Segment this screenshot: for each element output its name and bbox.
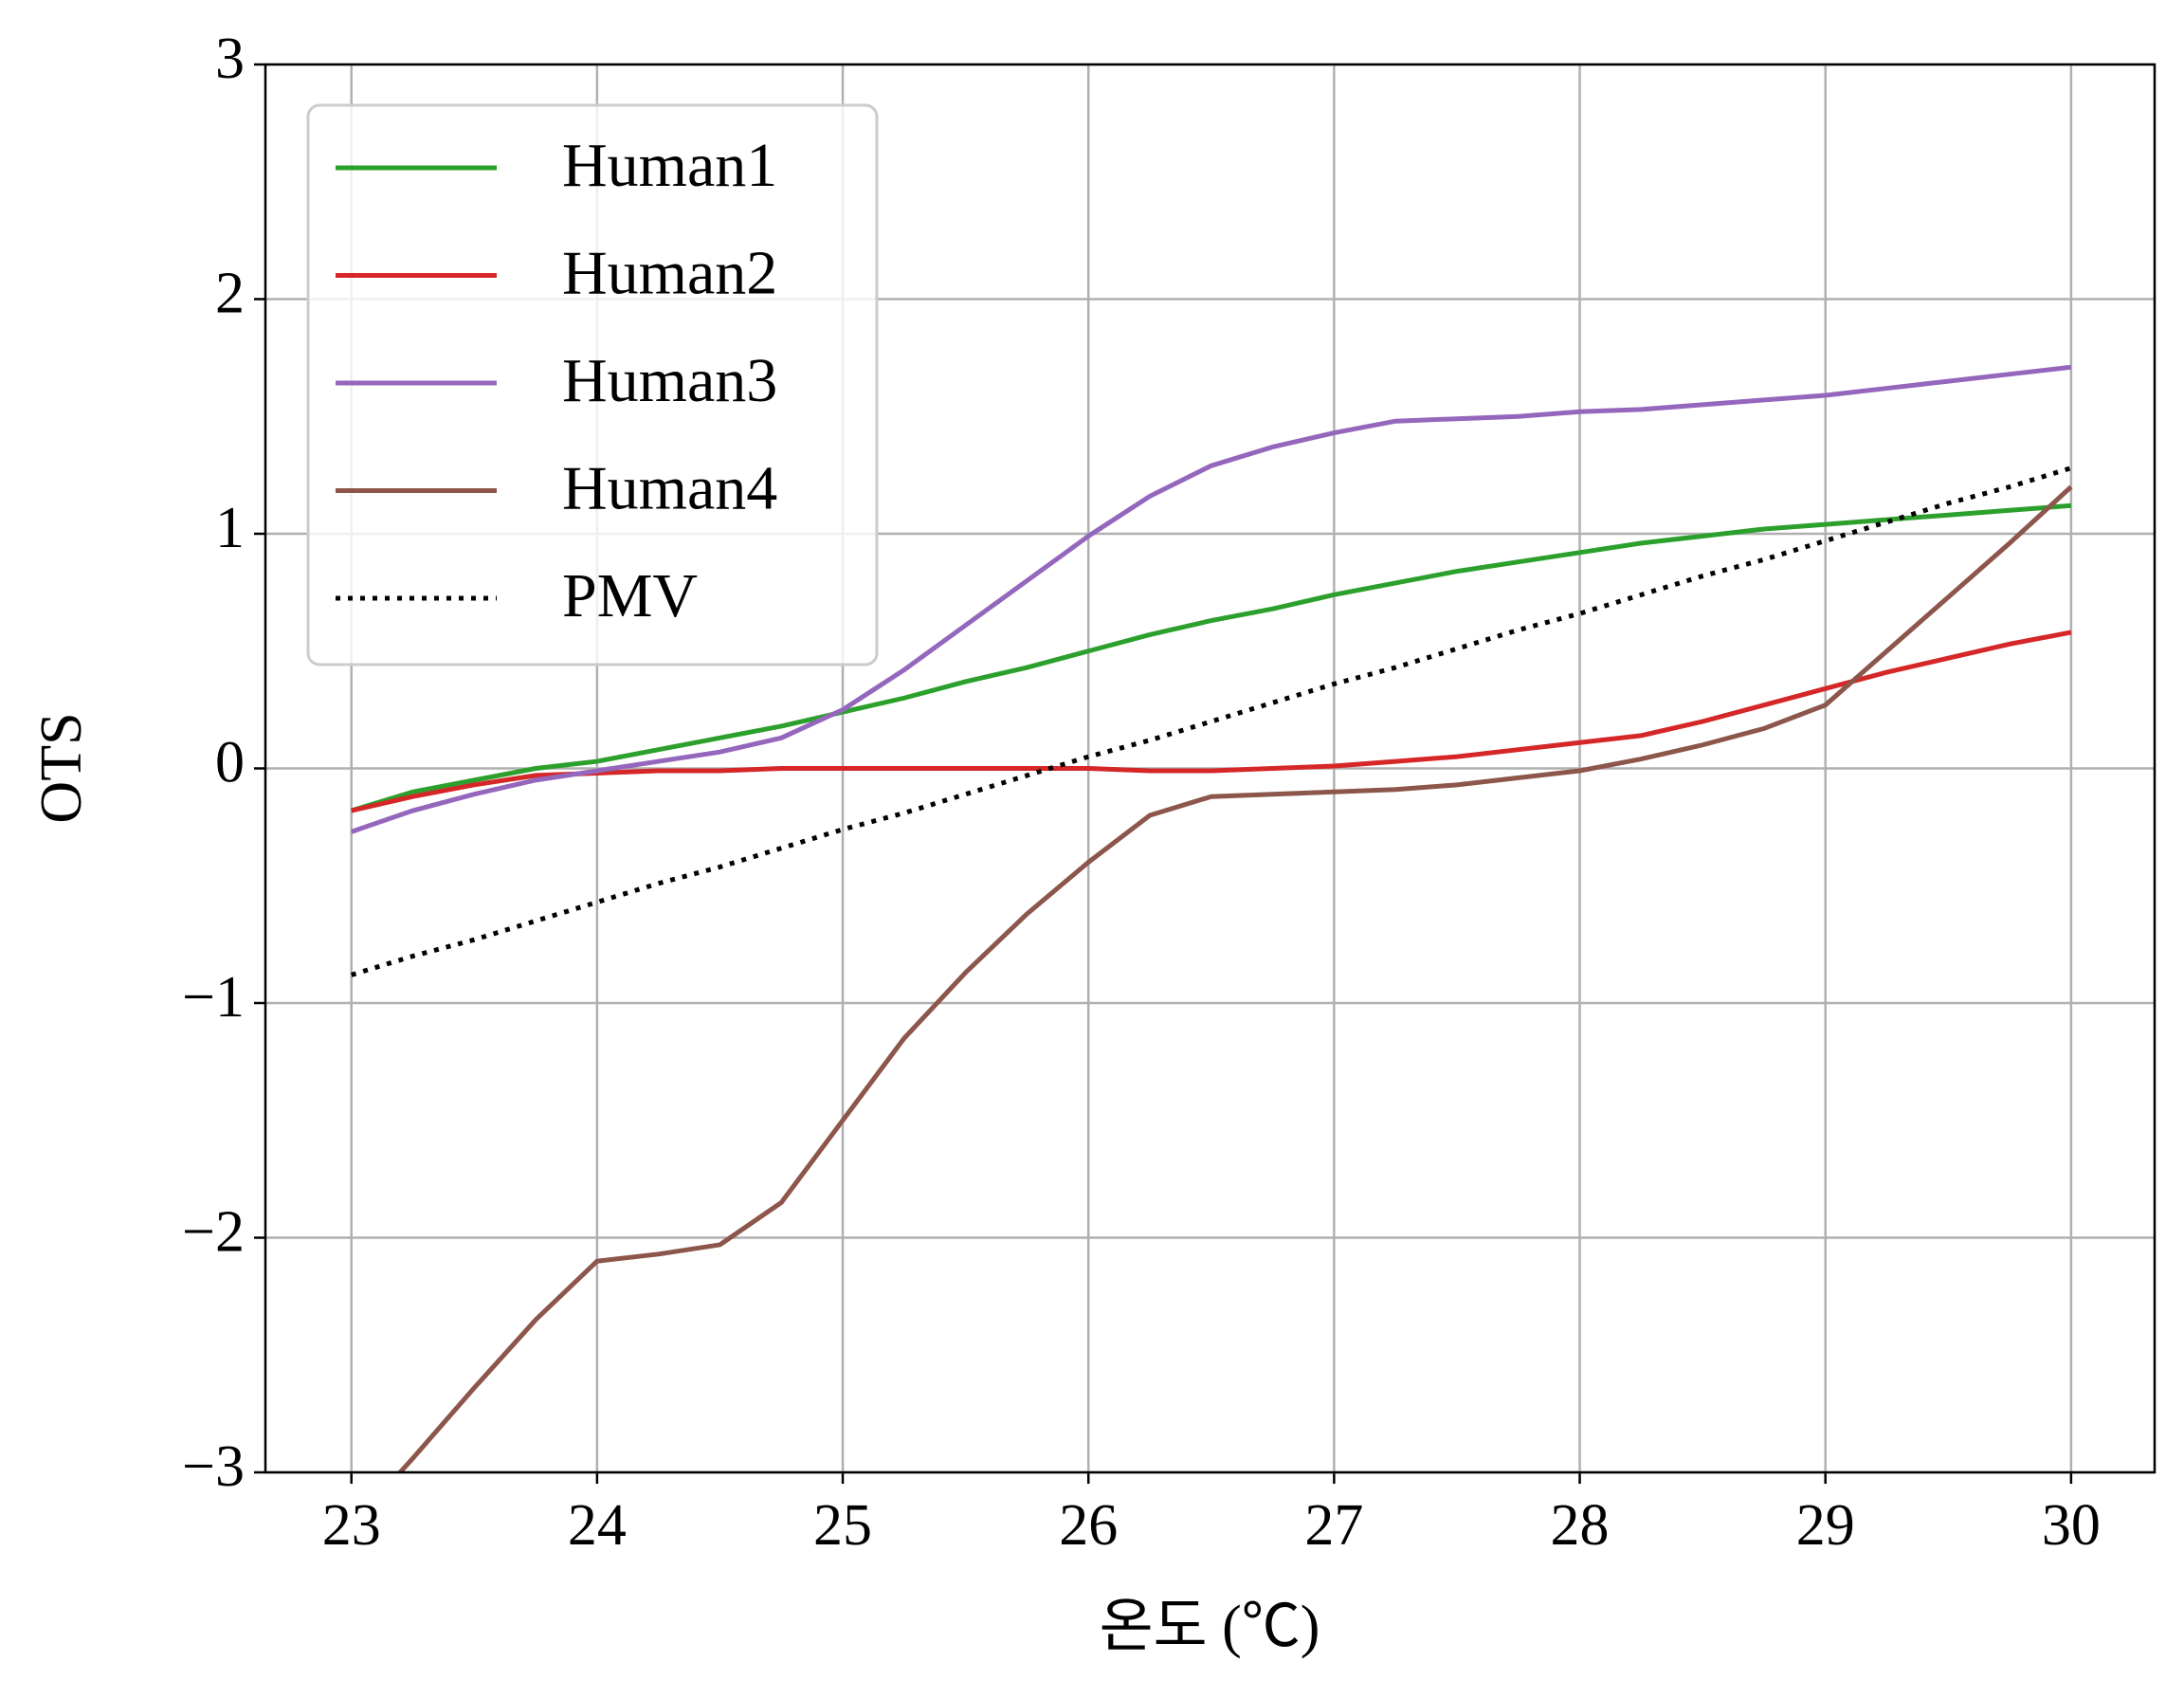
legend-label: PMV <box>562 561 698 630</box>
y-tick-label: 0 <box>215 731 245 795</box>
line-series <box>350 502 2072 813</box>
y-tick-label: −2 <box>182 1200 245 1265</box>
plot-frame <box>264 63 2157 1474</box>
legend-label: Human3 <box>562 346 777 415</box>
line-series <box>350 466 2072 977</box>
y-tick-label: 3 <box>215 27 245 91</box>
x-tick-label: 27 <box>1304 1493 1363 1558</box>
y-tick-label: −1 <box>182 965 245 1030</box>
x-tick-label: 29 <box>1796 1493 1855 1558</box>
legend-label: Human4 <box>562 454 777 523</box>
x-tick-label: 23 <box>322 1493 381 1558</box>
legend-label: Human2 <box>562 239 777 308</box>
y-axis-label: OTS <box>29 712 94 823</box>
line-series <box>396 484 2073 1472</box>
plot-lines <box>350 364 2073 1472</box>
legend-box <box>306 103 879 666</box>
x-tick-label: 26 <box>1059 1493 1118 1558</box>
x-tick-label: 28 <box>1551 1493 1610 1558</box>
line-series <box>351 630 2072 813</box>
x-axis-label: 온도 (℃) <box>1100 1595 1320 1659</box>
y-tick-label: −3 <box>182 1434 245 1499</box>
y-tick-label: 1 <box>215 496 245 560</box>
x-tick-label: 24 <box>568 1493 627 1558</box>
x-tick-label: 30 <box>2042 1493 2101 1558</box>
line-series <box>350 364 2072 834</box>
y-tick-label: 2 <box>215 262 245 326</box>
legend-label: Human1 <box>562 131 777 200</box>
x-tick-label: 25 <box>813 1493 872 1558</box>
